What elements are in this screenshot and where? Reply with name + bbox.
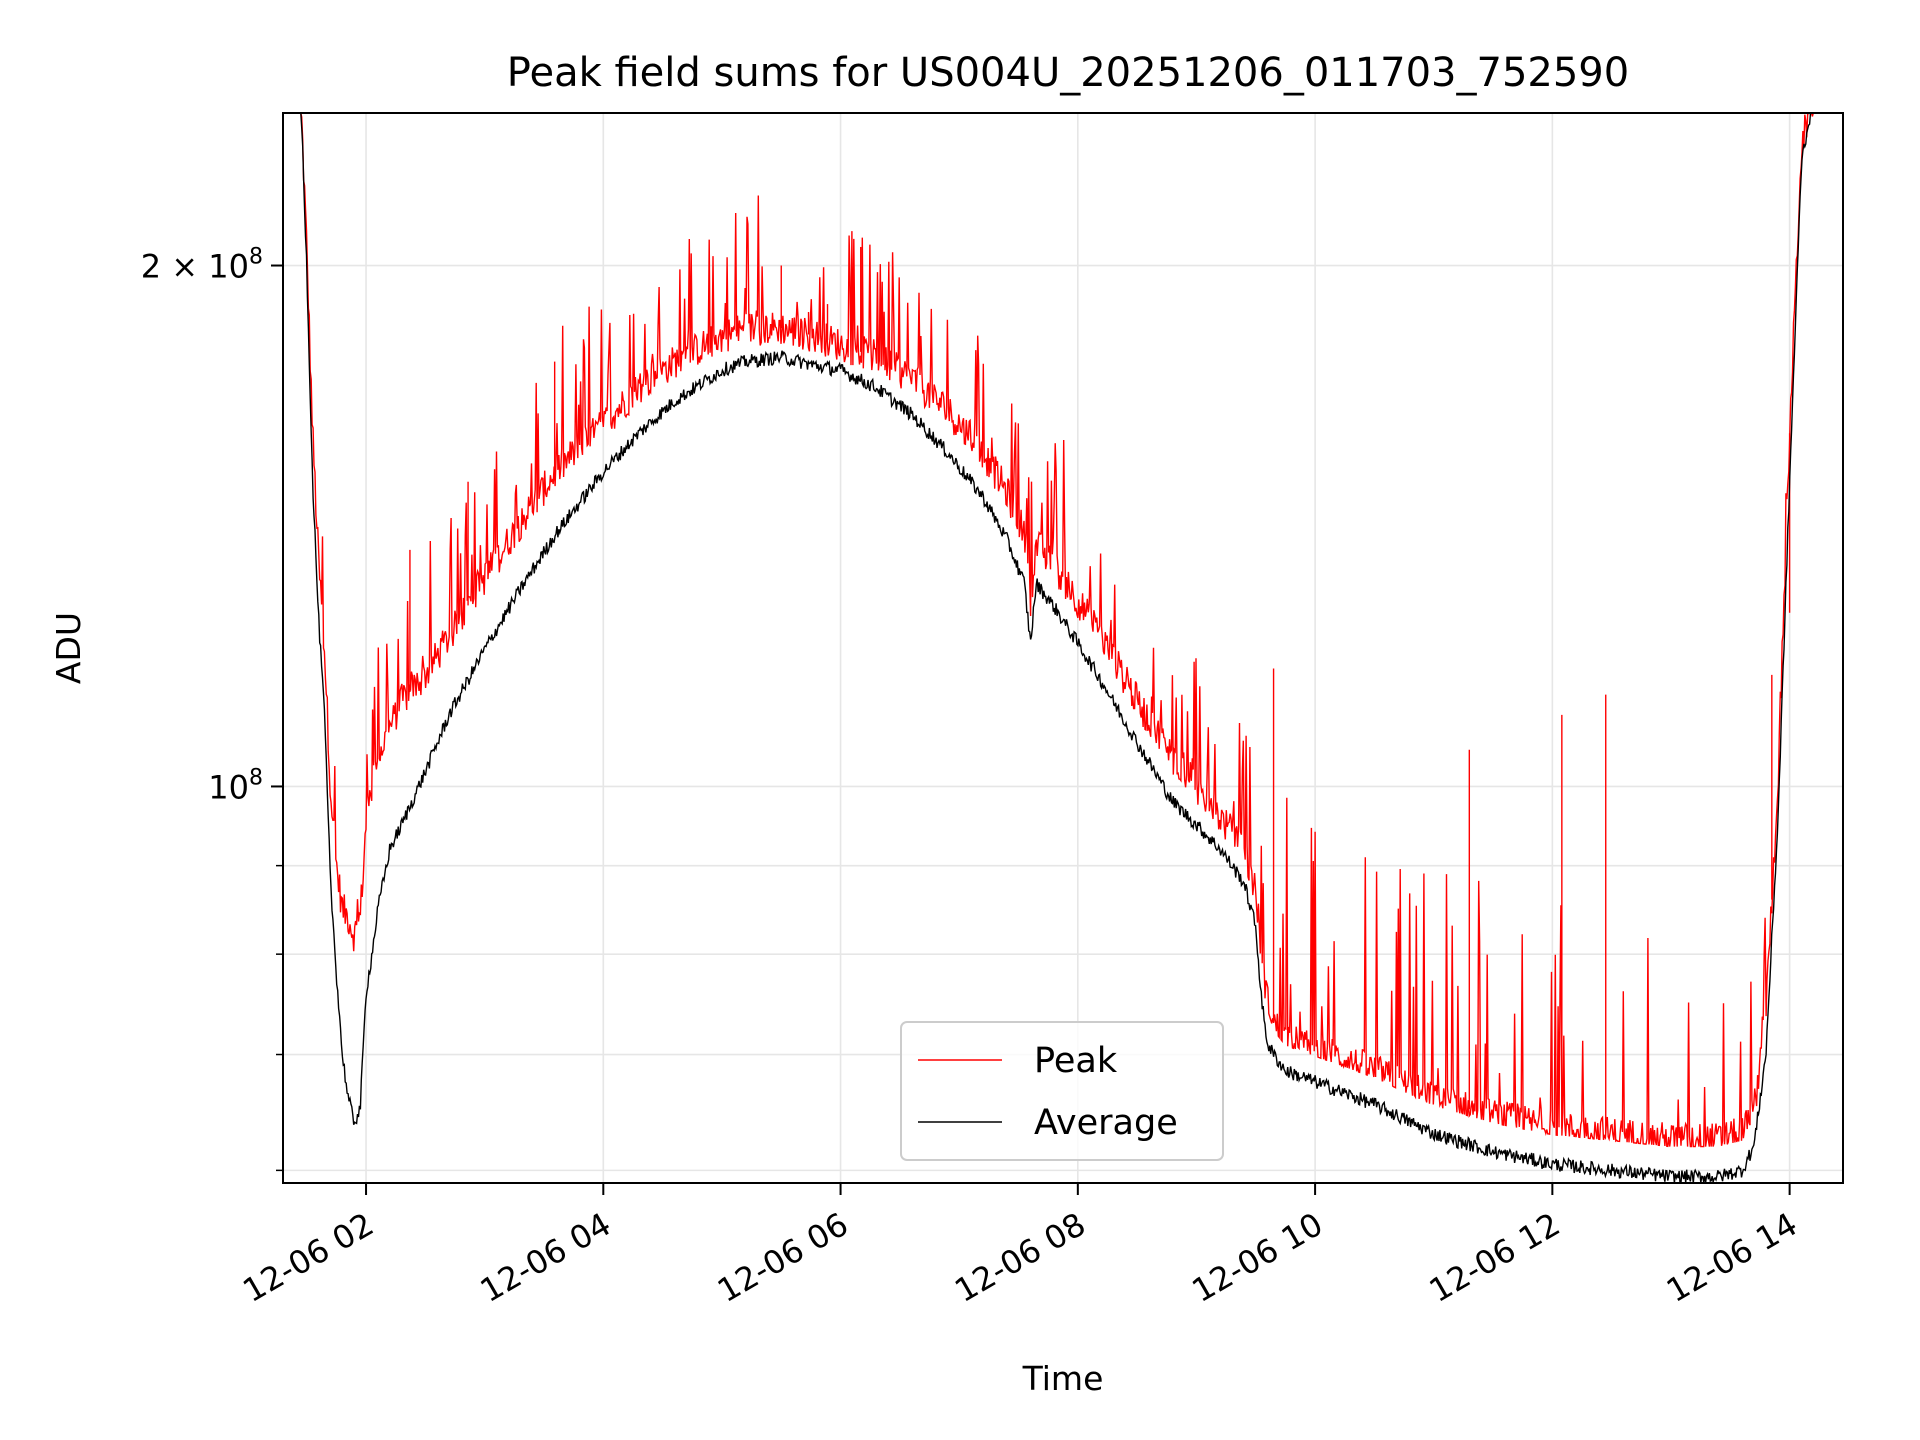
chart-title: Peak field sums for US004U_20251206_0117… [507,50,1629,96]
plot-frame [282,112,1844,1184]
legend-average-label: Average [1034,1103,1178,1143]
y-tick-label-exponent: 8 [249,245,263,270]
legend: Peak Average [900,1021,1224,1161]
data-series [300,113,1814,1183]
y-tick-label: 2 × 108 [141,245,263,286]
y-tick-label-exponent: 8 [249,765,263,790]
y-tick-label-base: 2 × 10 [141,248,249,286]
x-axis-label: Time [1022,1359,1104,1398]
average-series-line [300,113,1814,1183]
legend-peak-label: Peak [1034,1041,1118,1081]
y-tick-label-base: 10 [208,768,249,806]
legend-box [900,1021,1224,1161]
y-axis-label: ADU [49,612,88,684]
y-tick-label: 108 [208,765,263,806]
